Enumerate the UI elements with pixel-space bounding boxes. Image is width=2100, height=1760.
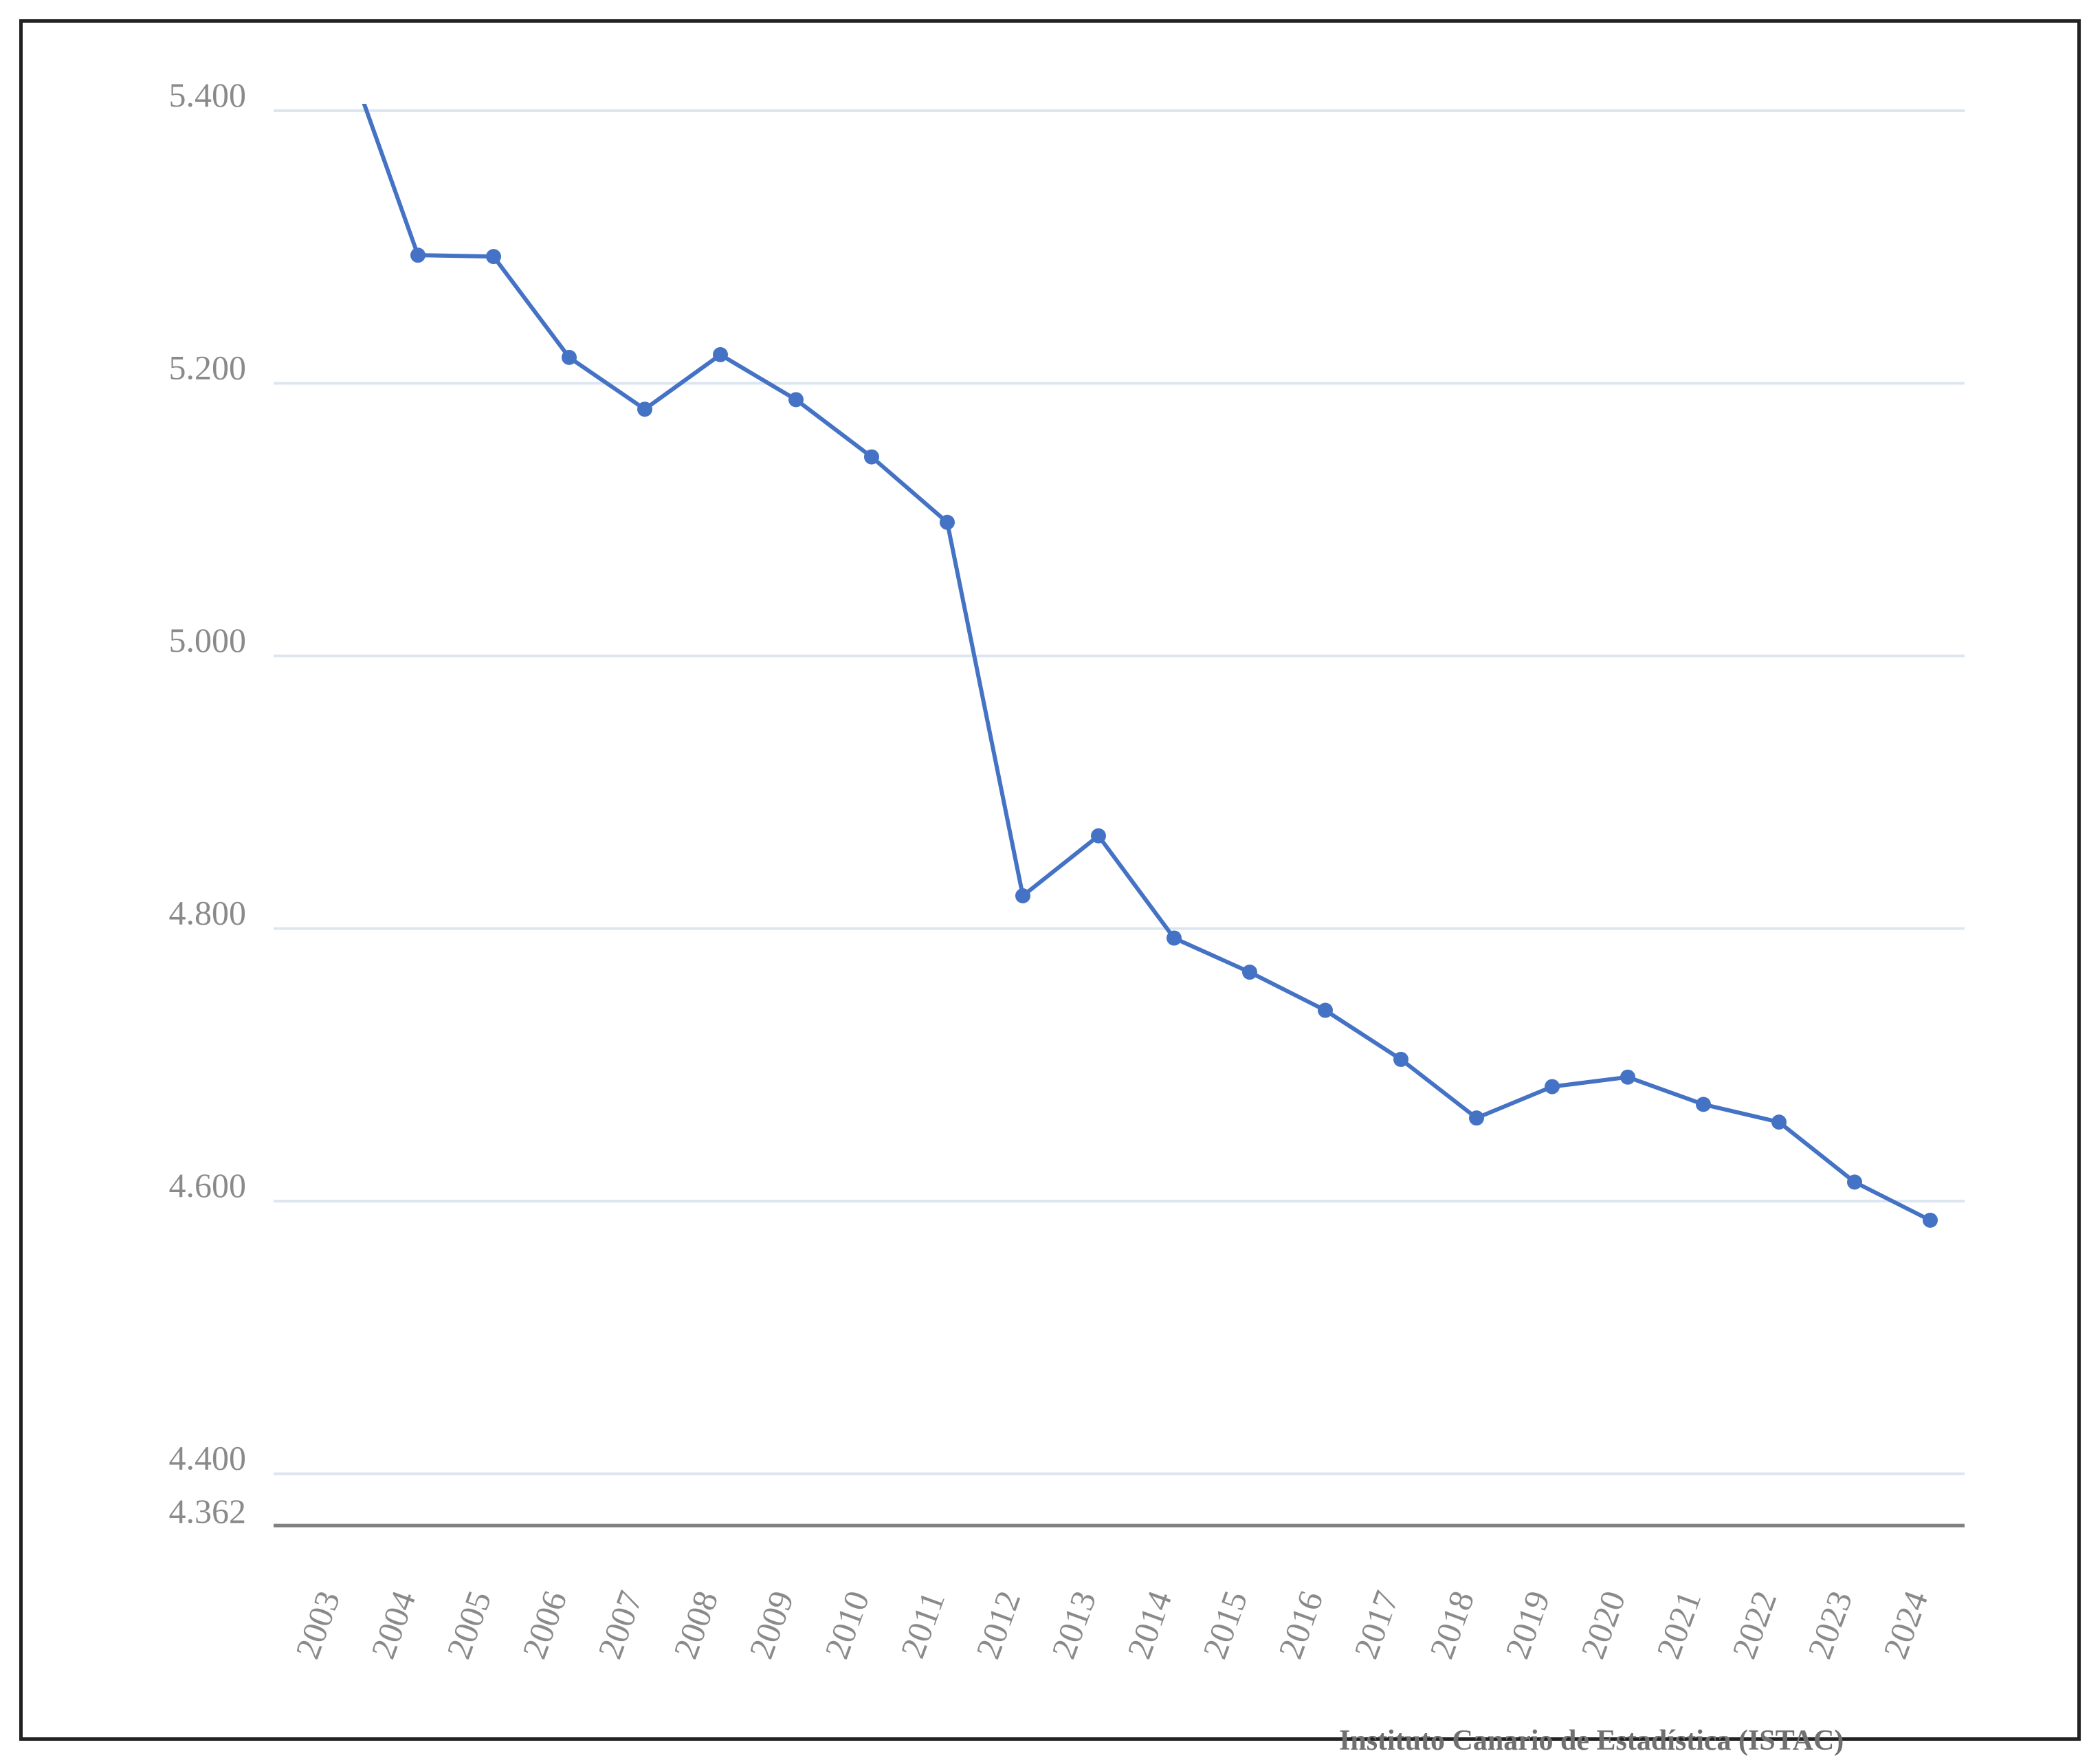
x-tick-label: 2024 [1876,1586,1936,1664]
data-point [1015,888,1030,904]
series [362,104,1938,1228]
y-tick-label: 4.800 [169,894,247,932]
data-point [1393,1051,1408,1067]
data-point [1091,828,1106,844]
x-tick-label: 2010 [817,1586,877,1664]
x-tick-label: 2014 [1120,1586,1180,1664]
x-tick-label: 2005 [439,1586,499,1664]
x-tick-label: 2022 [1725,1586,1784,1664]
data-point [637,402,652,417]
x-tick-label: 2006 [515,1586,575,1664]
x-tick-label: 2019 [1498,1586,1558,1664]
source-credit: Instituto Canario de Estadística (ISTAC) [1339,1725,1844,1757]
x-tick-label: 2023 [1800,1586,1860,1664]
x-tick-label: 2013 [1044,1586,1104,1664]
y-tick-label: 4.600 [169,1166,247,1204]
x-tick-label: 2018 [1422,1586,1482,1664]
data-point [1696,1097,1711,1112]
data-point [1242,965,1257,980]
gridlines [274,109,1965,1475]
y-tick-label: 5.200 [169,349,247,387]
data-point [1545,1079,1560,1094]
x-tick-label: 2021 [1649,1586,1709,1664]
x-tick-label: 2017 [1347,1586,1406,1664]
x-axis: 2003 2004 2005 2006 2007 2008 2009 2010 2011 2012… [274,1524,1965,1664]
x-tick-label: 2007 [590,1586,650,1664]
series-line [362,104,1932,1222]
data-point [1620,1069,1635,1085]
x-tick-label: 2012 [969,1586,1028,1664]
data-point [1771,1114,1787,1130]
x-tick-label: 2008 [666,1586,726,1664]
data-point [1469,1110,1484,1126]
x-tick-label: 2011 [893,1586,952,1662]
y-tick-label: 4.400 [169,1439,247,1477]
y-tick-label: 4.362 [169,1492,247,1530]
data-point [940,514,955,530]
data-point [1318,1002,1333,1018]
data-point [1923,1212,1938,1228]
data-point [486,249,501,265]
x-tick-label: 2004 [364,1586,423,1664]
y-axis: 4.400 4.600 4.800 5.000 5.200 5.400 4.362 [169,76,247,1530]
data-point [410,248,425,263]
x-tick-label: 2016 [1271,1586,1331,1664]
x-tick-label: 2003 [288,1586,348,1664]
x-tick-label: 2009 [742,1586,802,1664]
data-point [713,346,728,362]
x-tick-label: 2015 [1195,1586,1255,1664]
data-point [562,349,577,365]
chart-frame: 4.400 4.600 4.800 5.000 5.200 5.400 4.362 2003… [19,19,2081,1757]
data-point [864,449,879,465]
y-tick-label: 5.400 [169,76,247,114]
x-tick-label: 2020 [1573,1586,1633,1664]
data-point [1167,930,1182,946]
data-point [1847,1174,1862,1190]
data-point [788,392,804,408]
line-chart: 4.400 4.600 4.800 5.000 5.200 5.400 4.362 2003… [169,76,1965,1664]
y-tick-label: 5.000 [169,621,247,659]
